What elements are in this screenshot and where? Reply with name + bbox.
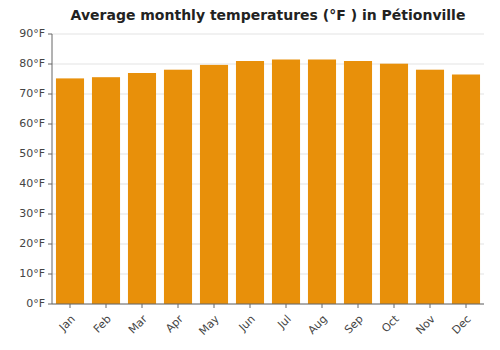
x-tick [394,304,395,308]
x-tick-label: Aug [305,313,329,337]
axes: 0°F 10°F 20°F 30°F 40°F 50°F 60°F 70°F 80°F 90°F J… [19,27,484,338]
bar [380,64,408,304]
x-tick-label: Apr [163,312,186,335]
x-tick [142,304,143,308]
bar [200,65,228,304]
x-tick-label: Jun [236,313,258,335]
x-tick [214,304,215,308]
x-tick-label: Jul [274,313,293,332]
x-tick-label: Jan [56,313,78,335]
y-tick-label: 60°F [19,117,45,130]
bar [272,60,300,305]
y-tick-label: 10°F [19,267,45,280]
y-tick [48,244,52,245]
y-tick [48,214,52,215]
grid [52,34,484,304]
y-tick [48,94,52,95]
y-tick [48,274,52,275]
y-tick [48,154,52,155]
x-tick [430,304,431,308]
x-tick [466,304,467,308]
bar [92,77,120,304]
x-tick [286,304,287,308]
bar [308,60,336,305]
bar [128,73,156,304]
x-tick-label: May [196,312,222,338]
x-axis-line [52,304,484,305]
y-tick-label: 40°F [19,177,45,190]
chart-svg: 0°F 10°F 20°F 30°F 40°F 50°F 60°F 70°F 80°F 90°F J… [0,0,500,350]
bar [164,70,192,304]
x-tick-label: Nov [413,312,438,337]
x-tick [106,304,107,308]
y-tick-label: 0°F [26,297,45,310]
x-tick-label: Feb [91,313,114,336]
title: Average monthly temperatures (°F ) in Pé… [71,7,466,23]
x-tick [322,304,323,308]
bar [416,70,444,304]
x-tick-label: Sep [342,313,366,337]
x-tick [178,304,179,308]
bar [452,75,480,305]
y-tick-label: 70°F [19,87,45,100]
y-tick [48,304,52,305]
chart-container: 0°F 10°F 20°F 30°F 40°F 50°F 60°F 70°F 80°F 90°F J… [0,0,500,350]
y-tick [48,124,52,125]
y-tick-label: 20°F [19,237,45,250]
bars [56,60,480,305]
y-tick [48,184,52,185]
bar [56,78,84,304]
x-tick [250,304,251,308]
bar [344,61,372,304]
grid-line [52,34,484,35]
y-tick-label: 80°F [19,57,45,70]
x-tick [70,304,71,308]
x-tick-label: Mar [126,312,150,336]
x-tick [358,304,359,308]
y-tick-label: 30°F [19,207,45,220]
grid-line [52,304,484,305]
x-tick-label: Dec [450,313,474,337]
y-tick [48,34,52,35]
y-tick [48,64,52,65]
bar [236,61,264,304]
y-tick-label: 90°F [19,27,45,40]
x-tick-label: Oct [379,312,402,335]
grid-line [52,64,484,65]
y-tick-label: 50°F [19,147,45,160]
y-axis-line [52,34,53,304]
